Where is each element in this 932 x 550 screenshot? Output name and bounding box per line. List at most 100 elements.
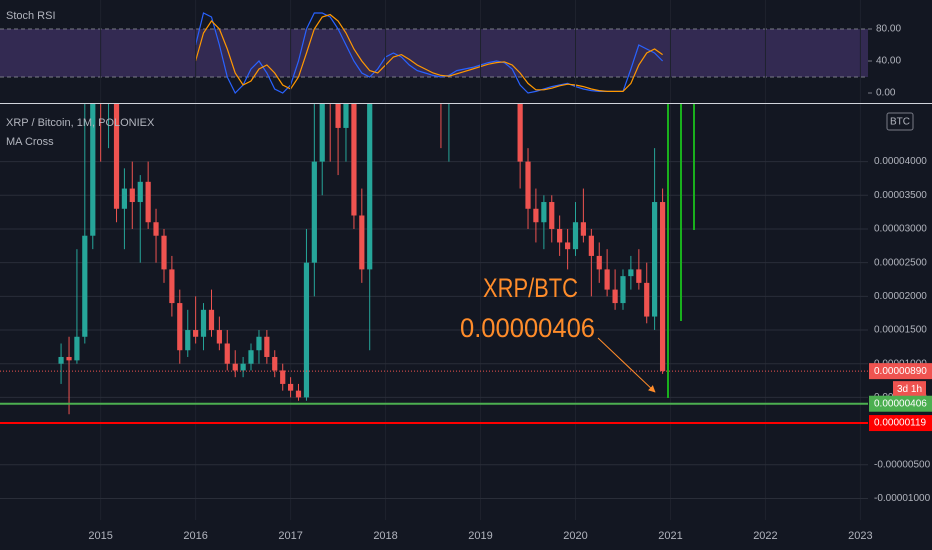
candle-body [216, 330, 222, 344]
candle-body [652, 202, 658, 317]
y-tick-label: 0.00003500 [874, 190, 927, 201]
candle-body [335, 104, 341, 128]
candle-body [185, 330, 191, 351]
candle-body [248, 350, 254, 364]
stoch-line [195, 13, 663, 92]
x-tick-label: 2016 [183, 530, 207, 542]
candle-body [280, 370, 286, 384]
candle-body [517, 104, 523, 162]
candle-body [596, 255, 602, 270]
candle-body [145, 181, 151, 223]
candle-body [90, 104, 96, 236]
candle-body [295, 390, 302, 398]
candle-body [113, 104, 120, 209]
candle-body [66, 356, 72, 361]
x-tick-label: 2022 [753, 530, 777, 542]
x-tick-label: 2017 [278, 530, 302, 542]
chart-title: XRP / Bitcoin, 1M, POLONIEX [6, 117, 155, 129]
annotation-arrow [597, 337, 656, 393]
currency-label: BTC [890, 117, 910, 128]
countdown-box [893, 381, 926, 398]
y-tick-label: 0.00002000 [874, 291, 927, 302]
stoch-tick-label: 0.00 [876, 88, 896, 99]
countdown-label: 3d 1h [897, 384, 922, 395]
candle-body [541, 202, 547, 223]
candle-body [343, 104, 349, 128]
x-tick-label: 2019 [468, 530, 492, 542]
candle-body [659, 202, 666, 372]
candle-body [351, 104, 357, 216]
candle-body [121, 188, 128, 209]
grid [0, 0, 868, 520]
axes: 2015 2016 2017 2018 2019 2020 2021 2022 2023 0.00… [88, 24, 932, 542]
x-tick-label: 2018 [373, 530, 397, 542]
candle-body [287, 383, 294, 391]
price-label: 0.00000890 [874, 366, 927, 377]
candle-body [224, 343, 230, 364]
annotation-price: 0.00000406 [460, 313, 595, 343]
candle-body [644, 282, 650, 317]
indicator-label: MA Cross [6, 136, 54, 148]
candle-body [137, 181, 143, 203]
currency-badge[interactable] [886, 112, 914, 131]
candle-body [153, 222, 159, 236]
stoch-tick-label: 40.00 [876, 56, 901, 67]
stoch-title: Stoch RSI [6, 10, 56, 22]
candle-body [533, 208, 539, 223]
candle-body [256, 336, 262, 351]
price-label-box [869, 415, 932, 432]
candle-body [549, 202, 555, 229]
candle-body [129, 188, 135, 203]
candle-body [612, 289, 618, 304]
price-label-box [869, 363, 932, 380]
candle-body [303, 262, 310, 398]
x-tick-label: 2020 [563, 530, 587, 542]
candle-body [208, 309, 215, 331]
candle-body [367, 104, 373, 270]
price-label-box [869, 395, 932, 412]
annotation-title: XRP/BTC [483, 273, 578, 303]
candle-body [169, 269, 175, 304]
x-tick-label: 2023 [848, 530, 872, 542]
candle-body [200, 309, 207, 337]
price-label: 0.00000119 [874, 418, 927, 429]
candle-body [620, 276, 626, 304]
candle-body [636, 269, 642, 283]
candle-body [177, 303, 183, 351]
candle-body [264, 336, 270, 357]
candle-body [557, 228, 563, 243]
y-tick-label: 0.00002500 [874, 257, 927, 268]
candle-body [604, 269, 610, 290]
stoch-panel [0, 12, 868, 95]
y-tick-label: 0.00004000 [874, 156, 927, 167]
candle-body [240, 363, 246, 371]
candle-body [580, 222, 586, 236]
candle-body [161, 235, 167, 270]
candle-body [272, 356, 278, 371]
y-tick-label: -0.00001000 [874, 493, 931, 504]
stoch-tick-label: 80.00 [876, 24, 901, 35]
stoch-line [195, 12, 664, 95]
x-tick-label: 2015 [88, 530, 112, 542]
candle-body [193, 330, 199, 337]
candle-body [588, 235, 594, 256]
x-tick-label: 2021 [658, 530, 682, 542]
candle-body [525, 161, 531, 209]
candle-body [74, 336, 80, 361]
candle-body [232, 363, 238, 371]
candle-body [359, 215, 365, 270]
price-panel [0, 104, 868, 425]
candle-body [628, 269, 634, 277]
candle-body [82, 235, 88, 337]
candle-body [58, 356, 64, 364]
y-tick-label: 0.00001500 [874, 325, 927, 336]
y-tick-label: 0.00003000 [874, 224, 927, 235]
candle-body [319, 104, 325, 162]
y-tick-label: -0.00000500 [874, 459, 931, 470]
price-label: 0.00000406 [874, 398, 927, 409]
candle-body [311, 161, 317, 263]
candle-body [572, 222, 579, 250]
stoch-band [0, 29, 868, 77]
